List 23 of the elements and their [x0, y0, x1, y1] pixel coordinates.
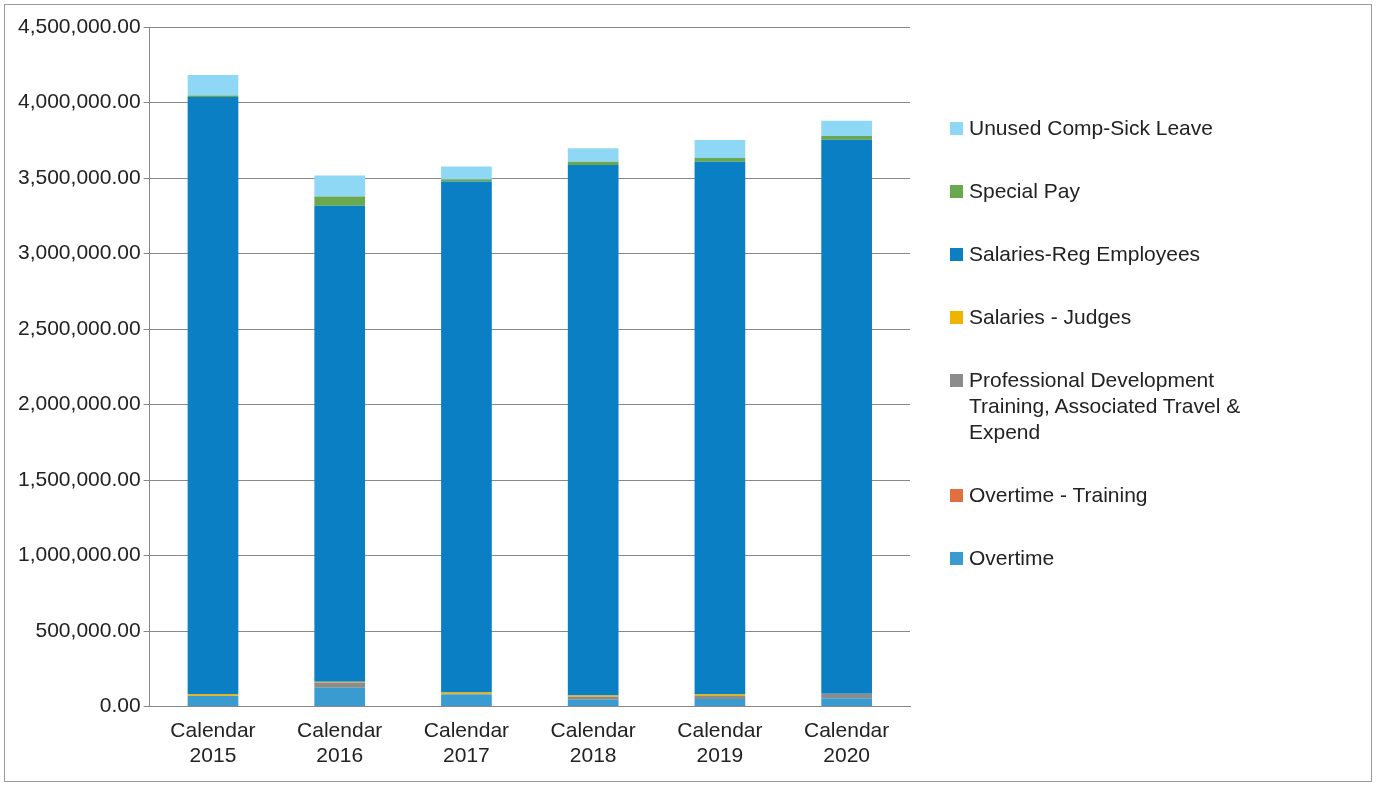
legend-label: Unused Comp-Sick Leave [969, 115, 1213, 141]
y-tick-label: 500,000.00 [35, 617, 141, 641]
y-tick-label: 1,500,000.00 [17, 466, 141, 490]
x-tick-label: Calendar 2020 [804, 718, 890, 767]
legend-label: Salaries - Judges [969, 304, 1132, 330]
x-tick-label: Calendar 2019 [677, 718, 763, 767]
x-tick-label: Calendar 2016 [297, 718, 383, 767]
legend-label: Professional Development Training, Associated Travel & Expend [969, 367, 1242, 445]
x-tick-label: Calendar 2018 [550, 718, 636, 767]
legend-label: Special Pay [969, 178, 1080, 204]
y-tick-label: 2,500,000.00 [17, 315, 141, 339]
y-tick-label: 0.00 [99, 693, 141, 717]
x-tick-label: Calendar 2017 [423, 718, 510, 767]
legend-label: Overtime [969, 545, 1055, 571]
x-tick-label: Calendar 2015 [170, 718, 256, 767]
y-tick-label: 3,000,000.00 [17, 240, 141, 264]
y-tick-label: 1,000,000.00 [17, 542, 141, 566]
legend-label: Overtime - Training [969, 482, 1148, 508]
y-tick-label: 2,000,000.00 [17, 391, 141, 415]
y-tick-label: 3,500,000.00 [17, 164, 141, 188]
y-tick-label: 4,000,000.00 [17, 89, 141, 113]
y-tick-label: 4,500,000.00 [17, 13, 141, 37]
legend-label: Salaries-Reg Employees [969, 241, 1201, 267]
